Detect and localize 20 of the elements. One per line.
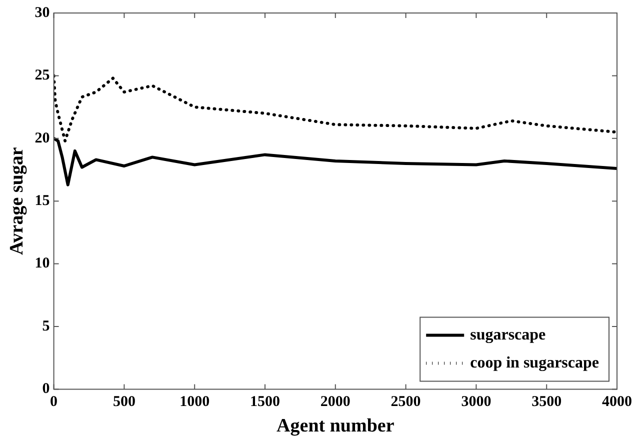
x-tick-label: 1000 — [180, 394, 210, 410]
y-tick-label: 5 — [42, 318, 50, 334]
y-tick-label: 15 — [34, 192, 50, 209]
x-tick-label: 2000 — [320, 394, 350, 410]
x-tick-label: 2500 — [390, 394, 421, 410]
y-tick-label: 20 — [34, 130, 50, 146]
y-tick-label: 10 — [34, 256, 50, 272]
y-tick-label: 25 — [34, 68, 50, 84]
legend-label: sugarscape — [470, 326, 546, 344]
x-tick-label: 3000 — [461, 394, 492, 410]
x-tick-label: 4000 — [602, 394, 632, 410]
legend-label: coop in sugarscape — [470, 354, 600, 372]
x-tick-label: 1500 — [250, 394, 280, 410]
x-tick-label: 500 — [112, 394, 136, 410]
y-tick-label: 0 — [42, 381, 50, 398]
x-axis-title: Agent number — [276, 416, 395, 437]
y-axis-title: Avrage sugar — [6, 146, 28, 256]
x-tick-label: 3500 — [532, 394, 562, 410]
line-series — [54, 74, 617, 142]
y-tick-label: 30 — [34, 4, 50, 21]
